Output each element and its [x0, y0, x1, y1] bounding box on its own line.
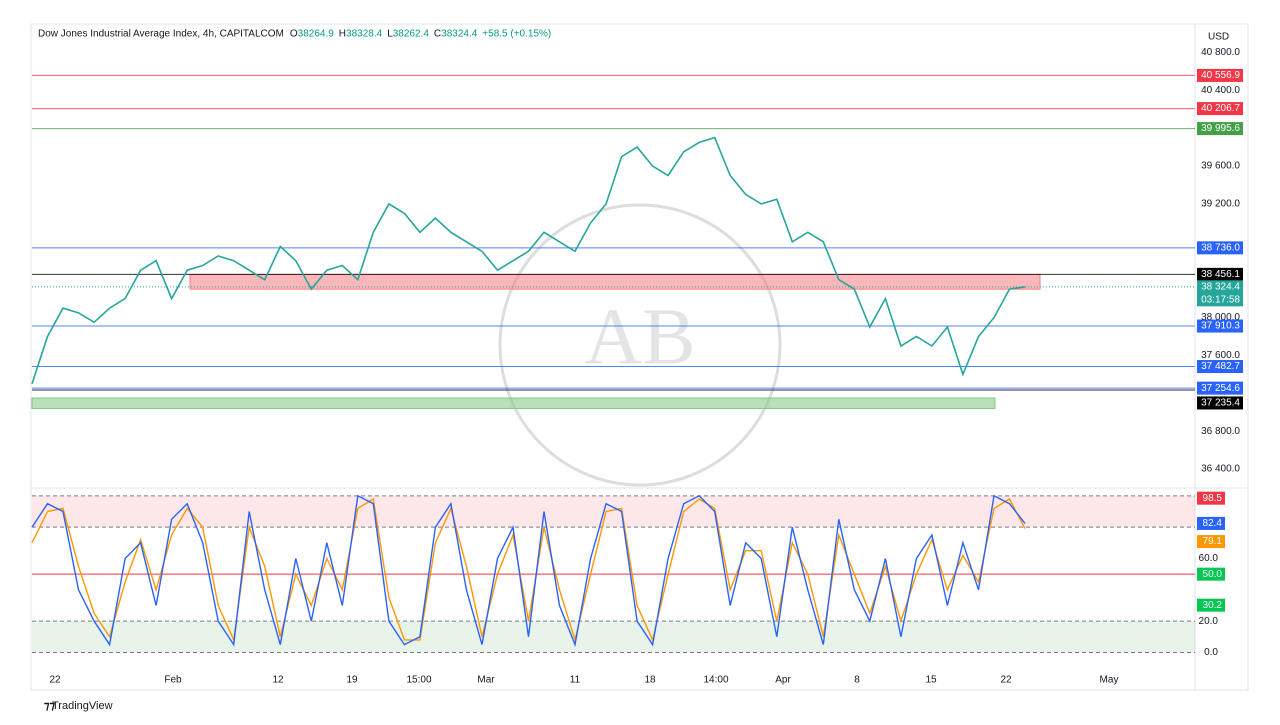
price-line	[31, 136, 1026, 385]
y-tick-label: 40 800.0	[1201, 47, 1240, 58]
x-tick-label: May	[1100, 675, 1119, 686]
x-tick-label: 14:00	[703, 675, 728, 686]
osc-level-label: 98.5	[1203, 493, 1223, 504]
level-tag	[1197, 381, 1243, 395]
level-label: 38 456.1	[1201, 269, 1240, 280]
x-tick-label: 11	[570, 675, 581, 686]
x-tick-label: Feb	[164, 675, 182, 686]
title: Dow Jones Industrial Average Index, 4h, …	[38, 29, 284, 40]
osc-tag	[1197, 567, 1225, 581]
x-tick-label: 22	[1000, 675, 1012, 686]
osc-tick-label: 60.0	[1199, 553, 1219, 564]
osc-tag	[1197, 491, 1225, 505]
y-tick-label: 39 200.0	[1201, 199, 1240, 210]
y-tick-label: 36 800.0	[1201, 426, 1240, 437]
level-tag	[1197, 241, 1243, 255]
osc-tick-label: 20.0	[1199, 616, 1219, 627]
x-tick-label: 12	[272, 675, 284, 686]
level-label: 37 910.3	[1201, 321, 1240, 332]
osc-line	[31, 494, 1026, 648]
level-label: 37 254.6	[1201, 383, 1240, 394]
ohlc-value: 38262.4	[393, 29, 430, 40]
ohlc-value: 38324.4	[441, 29, 478, 40]
level-tag	[1197, 360, 1243, 374]
frame	[30, 23, 1249, 691]
osc-band	[32, 621, 1195, 653]
osc-line	[31, 497, 1026, 643]
level-label: 39 995.6	[1201, 123, 1240, 134]
osc-level-label: 79.1	[1203, 536, 1223, 547]
osc-band	[32, 495, 1195, 528]
change: +58.5 (+0.15%)	[482, 29, 551, 40]
x-tick-label: 19	[346, 675, 358, 686]
osc-level-label: 50.0	[1203, 569, 1223, 580]
level-tag	[1197, 68, 1243, 82]
ohlc-label: C	[434, 29, 441, 40]
x-tick-label: 18	[644, 675, 656, 686]
y-tick-label: 38 000.0	[1201, 312, 1240, 323]
level-label: 37 482.7	[1201, 361, 1240, 372]
x-tick-label: Apr	[775, 675, 791, 686]
current-tag	[1197, 280, 1243, 307]
level-tag	[1197, 122, 1243, 136]
ohlc-label: L	[387, 29, 393, 40]
ohlc-label: H	[339, 29, 346, 40]
level-tag	[1197, 319, 1243, 333]
ohlc-value: 38328.4	[346, 29, 383, 40]
current-label: 38 324.4	[1201, 281, 1240, 292]
y-tick-label: 37 600.0	[1201, 350, 1240, 361]
osc-level-label: 30.2	[1203, 600, 1223, 611]
osc-tag	[1197, 598, 1225, 612]
osc-level-label: 82.4	[1203, 518, 1223, 529]
level-label: 40 206.7	[1201, 103, 1240, 114]
y-tick-label: 39 600.0	[1201, 161, 1240, 172]
currency: USD	[1208, 32, 1229, 43]
osc-tag	[1197, 535, 1225, 549]
watermark-ring	[498, 203, 782, 487]
level-tag	[1197, 396, 1243, 410]
x-tick-label: 8	[854, 675, 860, 686]
watermark: AB	[584, 293, 695, 381]
ohlc-value: 38264.9	[298, 29, 335, 40]
y-tick-label: 40 400.0	[1201, 85, 1240, 96]
current-timer: 03:17:58	[1201, 294, 1240, 305]
osc-tick-label: 0.0	[1204, 647, 1218, 658]
level-label: 38 736.0	[1201, 242, 1240, 253]
osc-tag	[1197, 516, 1225, 530]
level-tag	[1197, 267, 1243, 281]
brand: TradingView	[52, 700, 113, 712]
x-tick-label: 15:00	[406, 675, 431, 686]
level-label: 37 235.4	[1201, 398, 1240, 409]
x-tick-label: 15	[925, 675, 937, 686]
x-tick-label: 22	[49, 675, 61, 686]
y-tick-label: 36 400.0	[1201, 464, 1240, 475]
level-label: 40 556.9	[1201, 70, 1240, 81]
brand-logo: ⁊⁊	[44, 700, 55, 712]
ohlc-label: O	[290, 29, 298, 40]
zone	[31, 397, 996, 409]
level-tag	[1197, 102, 1243, 116]
x-tick-label: Mar	[477, 675, 495, 686]
